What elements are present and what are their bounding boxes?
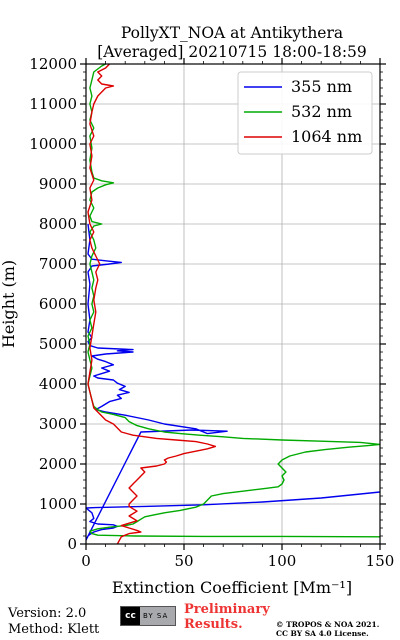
y-tick-label: 7000 (39, 255, 77, 273)
axis-ticks (80, 58, 386, 550)
y-tick-label: 4000 (39, 375, 77, 393)
preliminary-line1: Preliminary (184, 602, 270, 617)
series-layer (86, 64, 380, 544)
tick-labels: 0 50 100 150 0 1000 2000 3000 4000 5000 6000 7000 80… (29, 55, 394, 570)
y-tick-label: 3000 (39, 415, 77, 433)
y-tick-label: 5000 (39, 335, 77, 353)
copyright-line1: © TROPOS & NOA 2021. (276, 620, 380, 629)
y-tick-label: 0 (67, 535, 77, 553)
y-tick-label: 2000 (39, 455, 77, 473)
copyright-notice: © TROPOS & NOA 2021. CC BY SA 4.0 Licens… (276, 620, 379, 638)
version-text: Version: 2.0 (8, 606, 87, 621)
legend-box (237, 71, 373, 155)
legend-label-1: 355 nm (291, 77, 352, 96)
x-tick-label: 100 (268, 552, 297, 570)
series-line-2 (87, 64, 380, 538)
x-tick-label: 50 (174, 552, 193, 570)
x-tick-label: 0 (81, 552, 91, 570)
legend-label-2: 532 nm (291, 102, 352, 121)
y-tick-label: 11000 (29, 95, 77, 113)
y-tick-label: 1000 (39, 495, 77, 513)
y-axis-label: Height (m) (0, 260, 18, 348)
chart-title-line2: [Averaged] 20210715 18:00-18:59 (97, 43, 367, 61)
y-tick-label: 10000 (29, 135, 77, 153)
y-tick-label: 12000 (29, 55, 77, 73)
chart-title-line1: PollyXT_NOA at Antikythera (121, 24, 343, 42)
series-line-3 (87, 64, 217, 544)
method-text: Method: Klett (8, 622, 100, 637)
y-tick-label: 9000 (39, 175, 77, 193)
preliminary-notice: Preliminary Results. (184, 602, 270, 632)
y-tick-label: 6000 (39, 295, 77, 313)
legend: 355 nm 532 nm 1064 nm (237, 71, 373, 155)
copyright-line2: CC BY SA 4.0 License. (276, 629, 369, 638)
x-axis-label: Extinction Coefficient [Mm⁻¹] (112, 578, 352, 597)
cc-license-badge: cc BY SA (120, 606, 176, 626)
series-line-1 (86, 223, 380, 541)
preliminary-line2: Results. (184, 617, 243, 632)
x-tick-label: 150 (366, 552, 395, 570)
extinction-profile-chart: PollyXT_NOA at Antikythera [Averaged] 20… (0, 24, 394, 597)
cc-by-sa-label: BY SA (143, 612, 169, 620)
cc-icon: cc (121, 607, 140, 625)
y-tick-label: 8000 (39, 215, 77, 233)
legend-label-3: 1064 nm (291, 127, 362, 146)
